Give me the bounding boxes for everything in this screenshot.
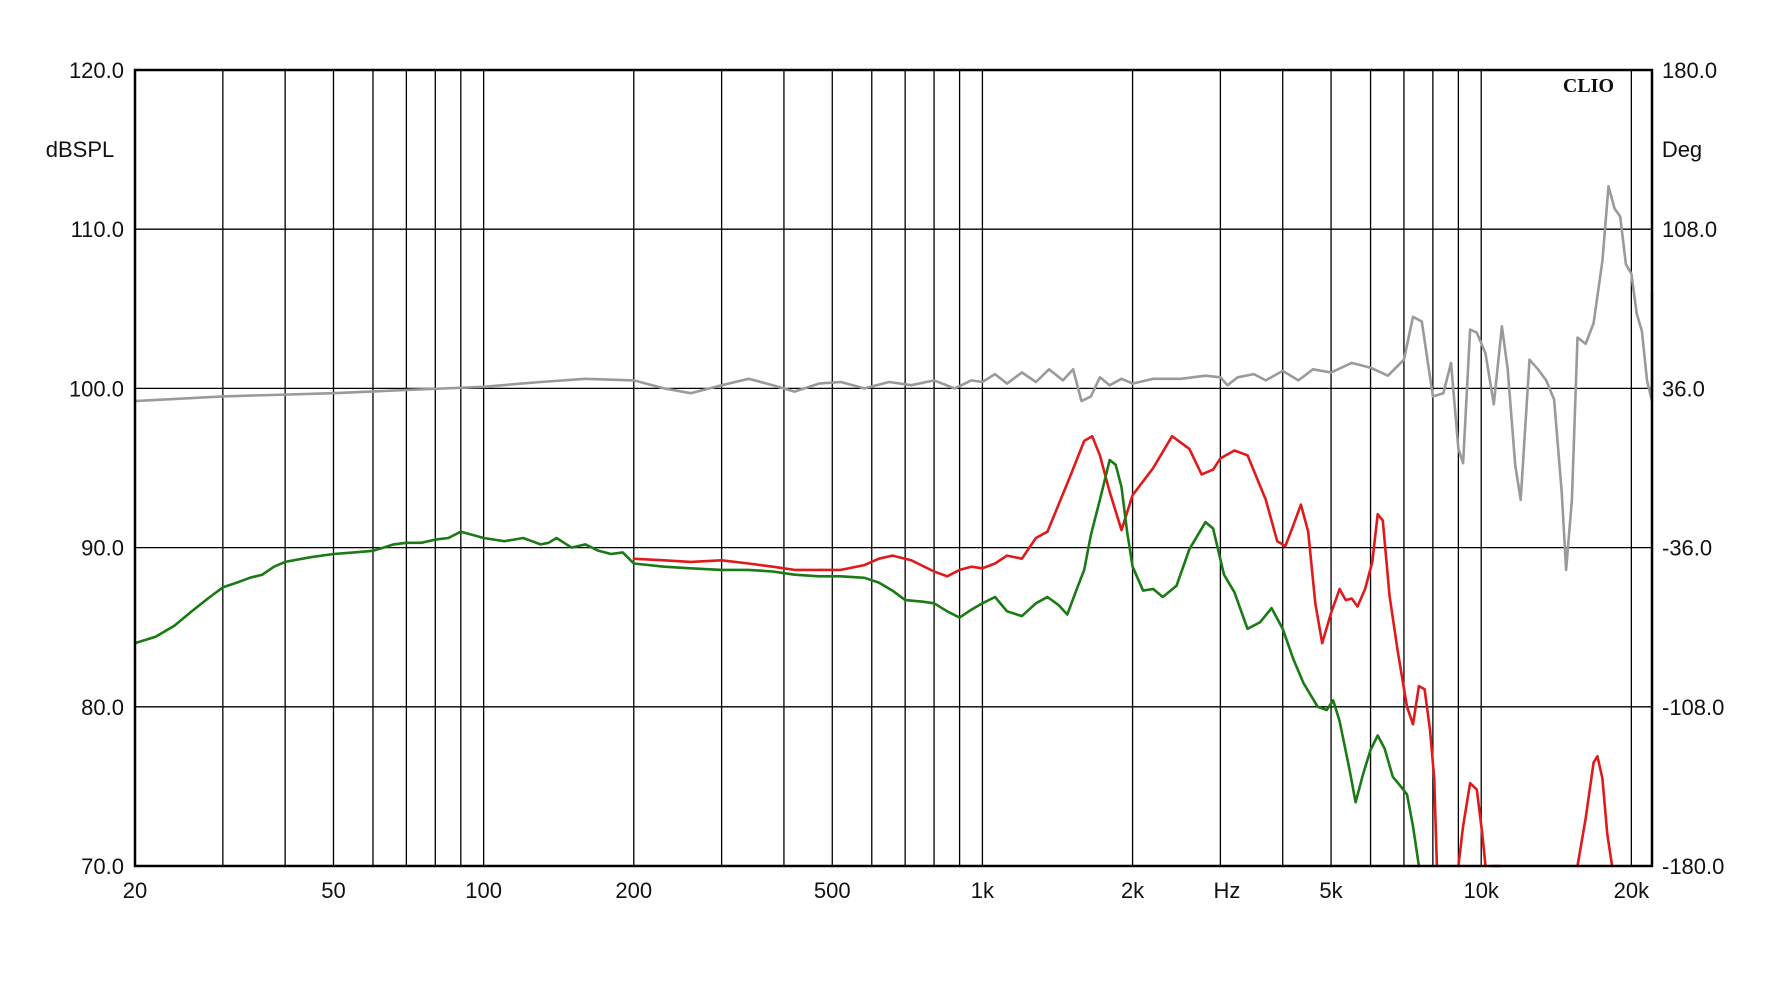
- x-unit-label: Hz: [1214, 878, 1241, 903]
- y-left-tick-label: 110.0: [71, 217, 124, 242]
- series-line-4: [1576, 754, 1614, 868]
- series-line-5: [133, 458, 1421, 868]
- x-tick-label: 5k: [1319, 878, 1343, 903]
- x-tick-label: 1k: [971, 878, 995, 903]
- y-right-tick-label: -36.0: [1662, 536, 1712, 561]
- x-tick-labels: 20 50 100 200 500 1k 2k 5k 10k 20k: [123, 878, 1650, 903]
- y-left-tick-label: 120.0: [69, 58, 124, 83]
- vertical-gridlines: [134, 70, 1633, 866]
- x-tick-label: 500: [814, 878, 851, 903]
- series-line-2: [1457, 781, 1487, 868]
- y-left-unit-label: dBSPL: [46, 137, 115, 162]
- x-tick-label: 2k: [1121, 878, 1145, 903]
- x-tick-label: 20: [123, 878, 147, 903]
- y-left-tick-label: 80.0: [81, 695, 124, 720]
- y-left-tick-label: 70.0: [81, 854, 124, 879]
- y-right-tick-label: 180.0: [1662, 58, 1717, 83]
- x-tick-label: 20k: [1614, 878, 1650, 903]
- plot-frame: [133, 68, 1654, 868]
- x-tick-label: 200: [615, 878, 652, 903]
- y-left-tick-label: 100.0: [69, 376, 124, 401]
- clio-logo: CLIO: [1563, 75, 1614, 97]
- y-right-tick-labels: 180.0 108.0 36.0 -36.0 -108.0 -180.0: [1662, 58, 1724, 879]
- x-tick-label: 10k: [1463, 878, 1499, 903]
- y-right-tick-label: -108.0: [1662, 695, 1724, 720]
- y-left-tick-label: 90.0: [81, 536, 124, 561]
- x-tick-label: 100: [465, 878, 502, 903]
- series-line-1: [632, 434, 1439, 868]
- x-tick-label: 50: [321, 878, 345, 903]
- y-right-tick-label: 36.0: [1662, 376, 1705, 401]
- y-right-tick-label: 108.0: [1662, 217, 1717, 242]
- y-right-tick-label: -180.0: [1662, 854, 1724, 879]
- y-right-unit-label: Deg: [1662, 137, 1702, 162]
- series-line-0: [133, 184, 1654, 572]
- y-left-tick-labels: 120.0 110.0 100.0 90.0 80.0 70.0: [69, 58, 124, 879]
